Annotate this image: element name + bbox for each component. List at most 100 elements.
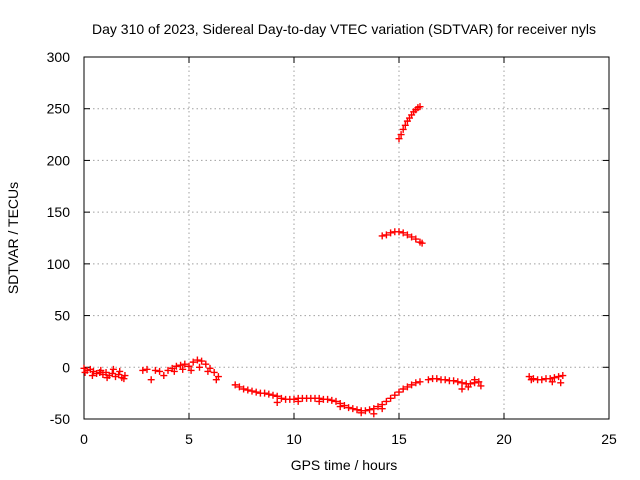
data-point [198,357,206,365]
x-axis-title: GPS time / hours [291,457,398,473]
data-point [187,366,195,374]
data-point [395,228,403,236]
data-point [471,376,479,384]
data-point [555,373,563,381]
data-point [273,398,281,406]
data-point [395,135,403,143]
data-point [370,410,378,418]
data-point [345,404,353,412]
data-point [382,397,390,405]
data-point [412,235,420,243]
data-point [235,383,243,391]
data-point [550,374,558,382]
x-tick-label: 0 [80,431,88,447]
data-point [401,121,409,129]
data-point [193,356,201,364]
data-point [290,395,298,403]
data-point [408,233,416,241]
data-point [269,391,277,399]
data-point [418,239,426,247]
data-point [151,366,159,374]
y-axis-title: SDTVAR / TECUs [5,182,21,294]
data-point [548,378,556,386]
data-point [261,389,269,397]
data-point [93,369,101,377]
data-point [399,229,407,237]
data-point [391,391,399,399]
data-point [231,381,239,389]
data-point [366,406,374,414]
data-point [340,402,348,410]
x-tick-label: 10 [286,431,302,447]
data-point [160,372,168,380]
data-point [557,379,565,387]
data-point [181,360,189,368]
data-point [196,363,203,371]
x-tick-label: 15 [391,431,407,447]
data-point [349,405,357,413]
data-point [120,375,128,383]
data-point [108,369,116,377]
data-point [212,376,220,384]
data-point [559,372,567,380]
x-tick-label: 25 [601,431,617,447]
y-tick-label: 200 [47,152,71,168]
data-point [202,360,210,368]
x-tick-label: 20 [496,431,512,447]
data-point [109,365,117,373]
data-point [147,376,155,384]
data-point [378,232,386,240]
data-points [80,103,567,418]
data-point [464,383,472,391]
data-point [395,388,403,396]
data-point [97,366,105,374]
grid-lines [84,57,609,419]
data-point [210,368,218,376]
data-point [387,229,395,237]
data-point [143,365,151,373]
data-point [412,379,420,387]
data-point [115,371,123,379]
data-point [458,379,466,387]
y-tick-label: -50 [50,411,70,427]
data-point [273,392,281,400]
y-tick-label: 100 [47,256,71,272]
data-point [252,388,260,396]
data-point [416,378,424,386]
data-point [332,397,340,405]
data-point [403,231,411,239]
data-point [357,409,365,417]
axis-ticks: 0 5 10 15 20 25 -50 0 50 100 150 200 250 300 [47,49,617,447]
data-point [170,367,178,375]
data-point [81,368,89,376]
data-point [336,403,344,411]
data-point [177,361,185,369]
data-point [324,395,332,403]
data-point [315,397,323,405]
data-point [424,376,432,384]
data-point [450,377,458,385]
y-tick-label: 0 [62,359,70,375]
y-tick-label: 150 [47,204,71,220]
data-point [403,383,411,391]
y-tick-label: 300 [47,49,71,65]
data-point [374,403,382,411]
data-point [248,387,256,395]
data-point [378,405,386,413]
data-point [240,385,248,393]
data-point [477,382,485,390]
data-point [265,390,273,398]
y-tick-label: 50 [54,308,70,324]
data-point [189,358,197,366]
data-point [172,362,180,370]
data-point [204,367,212,375]
data-point [103,374,111,382]
data-point [441,376,449,384]
data-point [399,125,407,133]
data-point [102,368,110,376]
data-point [433,375,441,383]
data-point [454,378,462,386]
data-point [416,103,424,111]
data-point [156,367,164,375]
